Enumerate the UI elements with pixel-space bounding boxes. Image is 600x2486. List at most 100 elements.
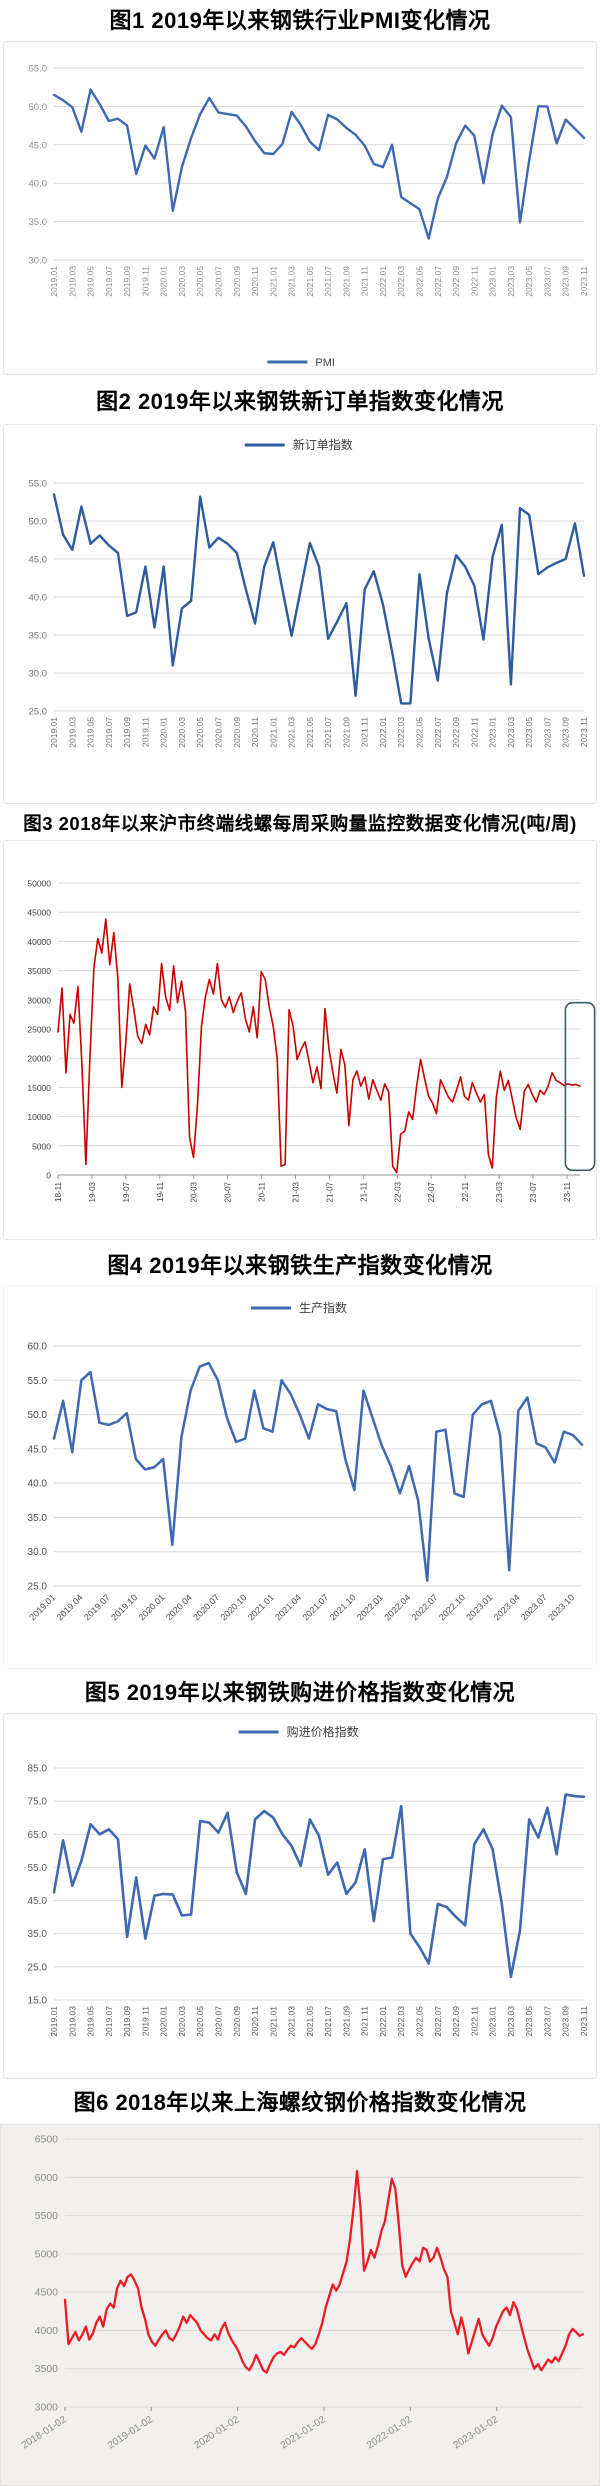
svg-text:2021.03: 2021.03 <box>287 717 297 748</box>
svg-text:2020.07: 2020.07 <box>214 2005 224 2036</box>
svg-text:20-07: 20-07 <box>224 1181 233 1202</box>
svg-text:23-03: 23-03 <box>495 1181 504 1202</box>
svg-text:2020.05: 2020.05 <box>195 266 205 297</box>
svg-text:3000: 3000 <box>35 2402 59 2414</box>
svg-text:2023.03: 2023.03 <box>506 717 516 748</box>
svg-text:2023.09: 2023.09 <box>561 717 571 748</box>
svg-text:6500: 6500 <box>35 2134 59 2146</box>
svg-text:45000: 45000 <box>27 908 51 918</box>
svg-text:75.0: 75.0 <box>28 1796 48 1807</box>
svg-text:2021.07: 2021.07 <box>323 266 333 297</box>
svg-text:2023.07: 2023.07 <box>542 266 552 297</box>
svg-text:45.0: 45.0 <box>28 1896 48 1907</box>
svg-text:2022.01: 2022.01 <box>378 2005 388 2036</box>
svg-text:5000: 5000 <box>32 1141 51 1151</box>
svg-text:21-03: 21-03 <box>292 1181 301 1202</box>
svg-text:2023.05: 2023.05 <box>524 717 534 748</box>
svg-text:50.0: 50.0 <box>29 102 48 113</box>
svg-text:2022.05: 2022.05 <box>415 717 425 748</box>
svg-text:2023.03: 2023.03 <box>506 2005 516 2036</box>
svg-text:2019.05: 2019.05 <box>86 2005 96 2036</box>
svg-text:2020.01: 2020.01 <box>159 2005 169 2036</box>
svg-text:2021.03: 2021.03 <box>287 266 297 297</box>
svg-text:19-11: 19-11 <box>156 1181 165 1201</box>
svg-text:2022.03: 2022.03 <box>396 2005 406 2036</box>
svg-text:2021.05: 2021.05 <box>305 266 315 297</box>
svg-text:5500: 5500 <box>35 2210 59 2222</box>
svg-text:2022.03: 2022.03 <box>396 266 406 297</box>
svg-text:2021.11: 2021.11 <box>360 717 370 747</box>
svg-text:2020.07: 2020.07 <box>214 717 224 748</box>
figure-5: 图5 2019年以来钢铁购进价格指数变化情况 15.0 25.0 35.0 45.0 5… <box>0 1669 600 2079</box>
svg-text:55.0: 55.0 <box>28 1376 48 1387</box>
svg-text:2022.09: 2022.09 <box>451 2005 461 2036</box>
svg-text:20-11: 20-11 <box>258 1181 267 1201</box>
svg-text:2022.01: 2022.01 <box>378 266 388 297</box>
svg-text:2021.09: 2021.09 <box>341 2005 351 2036</box>
svg-text:5000: 5000 <box>35 2249 59 2261</box>
svg-text:45.0: 45.0 <box>28 1445 48 1456</box>
svg-text:2022.07: 2022.07 <box>433 2005 443 2036</box>
svg-text:0: 0 <box>46 1170 51 1180</box>
svg-text:30000: 30000 <box>27 995 51 1005</box>
svg-text:22-07: 22-07 <box>427 1181 436 1202</box>
svg-text:4000: 4000 <box>35 2325 59 2337</box>
svg-text:10000: 10000 <box>27 1112 51 1122</box>
svg-text:新订单指数: 新订单指数 <box>293 437 353 452</box>
svg-text:2019.03: 2019.03 <box>67 717 77 748</box>
svg-text:19-03: 19-03 <box>88 1181 97 1202</box>
svg-text:2023.11: 2023.11 <box>579 717 589 747</box>
figure-2-plot: 25.0 30.0 35.0 40.0 45.0 50.0 55.0 2019.01 2019.… <box>29 437 590 748</box>
figure-1-title: 图1 2019年以来钢铁行业PMI变化情况 <box>109 8 491 33</box>
svg-text:2023.03: 2023.03 <box>506 266 516 297</box>
svg-text:2019.04: 2019.04 <box>55 1593 85 1623</box>
svg-text:2019.11: 2019.11 <box>140 2005 150 2035</box>
svg-text:2021.07: 2021.07 <box>300 1593 330 1623</box>
svg-text:2019.05: 2019.05 <box>86 266 96 297</box>
svg-text:25.0: 25.0 <box>29 706 48 717</box>
svg-text:2020.04: 2020.04 <box>164 1593 194 1623</box>
svg-text:40.0: 40.0 <box>29 592 48 603</box>
svg-text:2020.10: 2020.10 <box>219 1593 249 1623</box>
figure-5-title: 图5 2019年以来钢铁购进价格指数变化情况 <box>84 1680 516 1706</box>
svg-text:2023.07: 2023.07 <box>542 2005 552 2036</box>
svg-text:2022.11: 2022.11 <box>469 717 479 747</box>
svg-text:15000: 15000 <box>27 1083 51 1093</box>
svg-text:2019.09: 2019.09 <box>122 2005 132 2036</box>
svg-text:2022.11: 2022.11 <box>469 2005 479 2035</box>
svg-text:18-11: 18-11 <box>54 1181 63 1201</box>
svg-text:23-07: 23-07 <box>529 1181 538 1202</box>
svg-text:19-07: 19-07 <box>122 1181 131 1202</box>
svg-text:3500: 3500 <box>35 2363 59 2375</box>
svg-text:2021.01: 2021.01 <box>246 1593 276 1623</box>
svg-text:2020.09: 2020.09 <box>232 2005 242 2036</box>
svg-text:2019.07: 2019.07 <box>104 717 114 748</box>
svg-text:PMI: PMI <box>315 357 335 369</box>
svg-text:2022.07: 2022.07 <box>433 266 443 297</box>
svg-text:35000: 35000 <box>27 966 51 976</box>
svg-text:2020.11: 2020.11 <box>250 266 260 296</box>
svg-text:2019.11: 2019.11 <box>140 717 150 747</box>
svg-text:2020.01: 2020.01 <box>159 717 169 748</box>
figure-2-title: 图2 2019年以来钢铁新订单指数变化情况 <box>96 389 504 415</box>
svg-text:50.0: 50.0 <box>28 1410 48 1421</box>
svg-text:2023.01: 2023.01 <box>464 1593 494 1623</box>
svg-text:2023.09: 2023.09 <box>561 266 571 297</box>
svg-text:2020.09: 2020.09 <box>232 717 242 748</box>
svg-text:2022.07: 2022.07 <box>433 717 443 748</box>
svg-text:40.0: 40.0 <box>29 179 48 190</box>
svg-text:2023.07: 2023.07 <box>519 1593 549 1623</box>
svg-text:2021.01: 2021.01 <box>268 717 278 748</box>
svg-text:4500: 4500 <box>35 2287 59 2299</box>
svg-text:2021.01: 2021.01 <box>268 2005 278 2036</box>
svg-text:2020.05: 2020.05 <box>195 2005 205 2036</box>
svg-text:2022.09: 2022.09 <box>451 266 461 297</box>
svg-text:2019.07: 2019.07 <box>104 2005 114 2036</box>
svg-text:2019.09: 2019.09 <box>122 266 132 297</box>
figure-3: 图3 2018年以来沪市终端线螺每周采购量监控数据变化情况(吨/周) 0 5000… <box>0 804 600 1240</box>
svg-text:2023.01: 2023.01 <box>488 717 498 748</box>
svg-text:55.0: 55.0 <box>29 64 48 75</box>
svg-text:2020.03: 2020.03 <box>177 266 187 297</box>
svg-text:21-07: 21-07 <box>325 1181 334 1202</box>
svg-text:50.0: 50.0 <box>29 516 48 527</box>
